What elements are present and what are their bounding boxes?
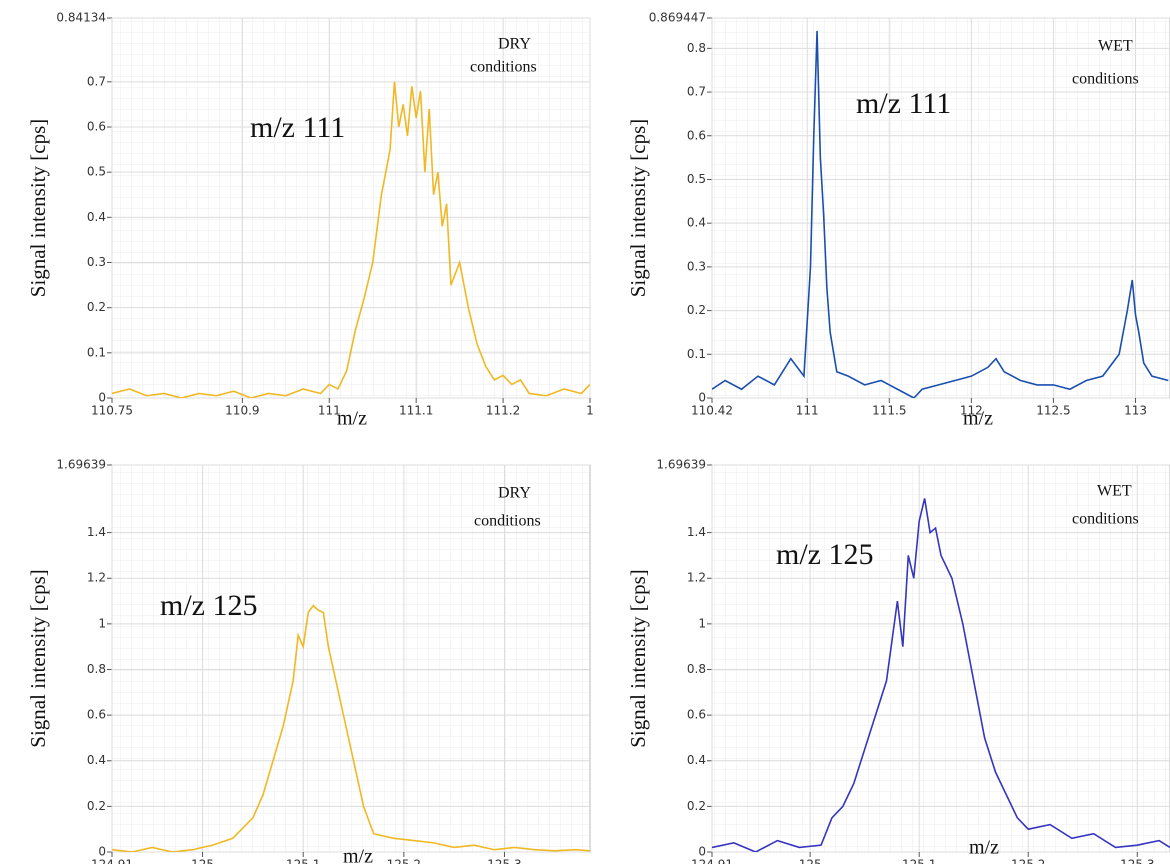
y-tick-label: 0.3	[687, 259, 706, 273]
annotation: m/z 125	[160, 589, 258, 622]
x-tick-label: 125.1	[286, 858, 320, 864]
x-tick-label: 112.5	[1036, 404, 1070, 418]
annotation: WET	[1097, 483, 1132, 500]
y-tick-label: 0	[98, 391, 106, 405]
annotation: WET	[1098, 38, 1133, 55]
x-tick-label: 110.42	[691, 404, 733, 418]
y-tick-label: 0.4	[87, 753, 106, 767]
y-tick-label: 0	[698, 391, 706, 405]
plot-area	[711, 464, 1170, 853]
data-line	[712, 498, 1170, 852]
annotation: conditions	[470, 59, 537, 76]
y-tick-label: 0.2	[87, 799, 106, 813]
x-tick-label: 125.3	[487, 858, 521, 864]
annotation: m/z 125	[776, 538, 874, 571]
y-tick-label: 0.8	[687, 41, 706, 55]
plot-area	[711, 17, 1170, 399]
plot-area	[111, 17, 591, 399]
y-tick-label: 0.6	[687, 708, 706, 722]
y-tick-label: 0	[698, 845, 706, 859]
y-tick-label: 1.4	[687, 525, 706, 539]
x-tick-label: 112	[960, 404, 983, 418]
panel: 0 0.1 0.2 0.3 0.4 0.5 0.6 0.7 0.84134 110.75 110.9…	[26, 11, 594, 430]
y-axis-title: Signal intensity [cps]	[26, 569, 50, 747]
annotation: conditions	[1072, 511, 1139, 528]
y-tick-label: 1.69639	[56, 458, 106, 472]
annotation: DRY	[498, 36, 531, 53]
y-tick-label: 0.4	[687, 753, 706, 767]
panel: 0 0.1 0.2 0.3 0.4 0.5 0.6 0.7 0.8 0.869447 110.42 1…	[626, 11, 1170, 430]
y-tick-label: 0.7	[87, 74, 106, 88]
x-axis-title: m/z	[969, 837, 999, 859]
y-tick-label: 0.1	[687, 347, 706, 361]
y-axis-title: Signal intensity [cps]	[26, 119, 50, 297]
y-tick-label: 0.8	[87, 662, 106, 676]
x-tick-label: 110.9	[225, 404, 259, 418]
y-tick-label: 0.2	[687, 303, 706, 317]
y-axis-title: Signal intensity [cps]	[626, 119, 650, 297]
y-tick-label: 1.2	[87, 571, 106, 585]
y-tick-label: 0.5	[87, 165, 106, 179]
y-tick-label: 0.3	[87, 255, 106, 269]
y-tick-label: 0.6	[87, 708, 106, 722]
y-axis-title: Signal intensity [cps]	[626, 569, 650, 747]
x-tick-label: 111.2	[486, 404, 520, 418]
x-axis-title: m/z	[337, 408, 367, 430]
x-axis-title: m/z	[343, 846, 373, 864]
annotation: DRY	[498, 485, 531, 502]
x-tick-label: 125.3	[1120, 858, 1154, 864]
y-tick-label: 0.1	[87, 345, 106, 359]
y-tick-label: 1.2	[687, 571, 706, 585]
data-line	[112, 81, 590, 398]
x-tick-label: 110.75	[91, 404, 133, 418]
x-tick-label: 125	[799, 858, 822, 864]
x-tick-label: 111.1	[399, 404, 433, 418]
plot-area	[111, 464, 591, 853]
y-tick-label: 0.4	[87, 210, 106, 224]
data-line	[712, 30, 1169, 398]
x-tick-label: 124.91	[691, 858, 733, 864]
x-tick-label: 125	[191, 858, 214, 864]
y-tick-label: 0.6	[687, 128, 706, 142]
y-tick-label: 1.4	[87, 525, 106, 539]
y-tick-label: 0.2	[87, 300, 106, 314]
panel: 0 0.2 0.4 0.6 0.8 1 1.2 1.4 1.69639 124.91 125 125.…	[26, 458, 591, 864]
y-tick-label: 0.869447	[649, 11, 706, 25]
x-tick-label: 111	[796, 404, 819, 418]
y-tick-label: 0.2	[687, 799, 706, 813]
x-tick-label: 125.2	[387, 858, 421, 864]
y-tick-label: 0.4	[687, 216, 706, 230]
annotation: m/z 111	[250, 111, 345, 144]
y-tick-label: 0.84134	[56, 11, 106, 25]
panel: 0 0.2 0.4 0.6 0.8 1 1.2 1.4 1.69639 124.91 125 125.…	[626, 458, 1170, 864]
x-tick-label: 1	[586, 404, 594, 418]
y-tick-label: 0.8	[687, 662, 706, 676]
annotation: conditions	[1072, 71, 1139, 88]
y-tick-label: 0.7	[687, 85, 706, 99]
x-tick-label: 111	[318, 404, 341, 418]
x-tick-label: 113	[1124, 404, 1147, 418]
y-tick-label: 1	[98, 616, 106, 630]
x-tick-label: 125.1	[902, 858, 936, 864]
x-tick-label: 124.91	[91, 858, 133, 864]
x-axis-title: m/z	[963, 408, 993, 430]
annotation: m/z 111	[856, 87, 951, 120]
data-line	[112, 604, 590, 852]
y-tick-label: 1.69639	[656, 458, 706, 472]
y-tick-label: 0.5	[687, 172, 706, 186]
annotation: conditions	[474, 513, 541, 530]
y-tick-label: 0.6	[87, 120, 106, 134]
x-tick-label: 125.2	[1011, 858, 1045, 864]
y-tick-label: 1	[698, 616, 706, 630]
y-tick-label: 0	[98, 845, 106, 859]
x-tick-label: 111.5	[872, 404, 906, 418]
